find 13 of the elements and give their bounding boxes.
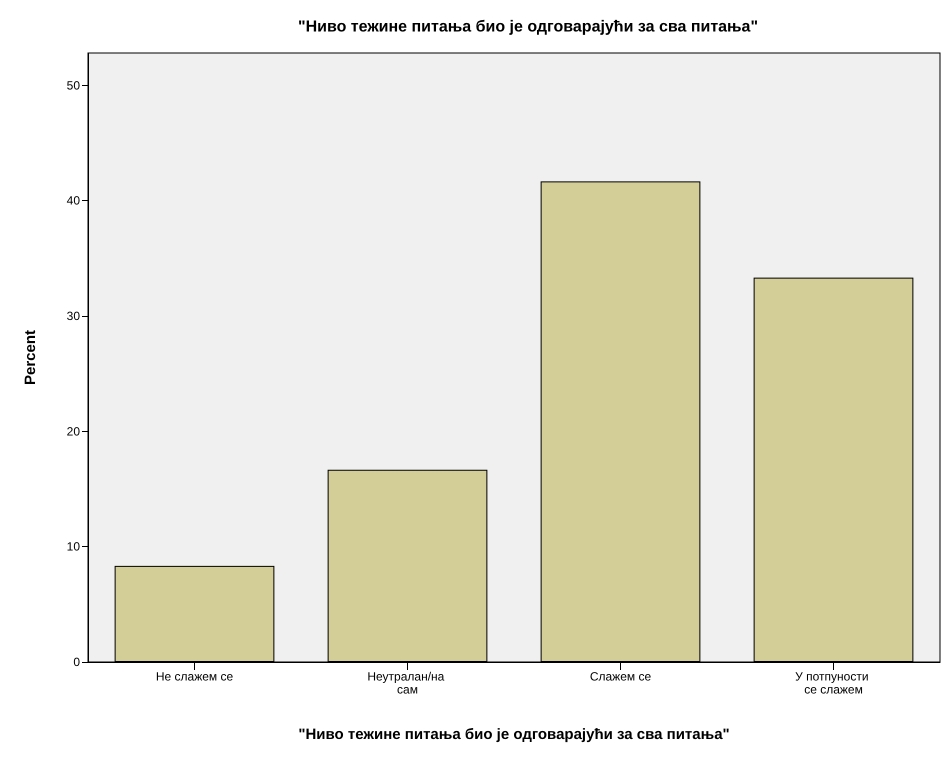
x-tick-label: У потпуности се слажем [795,670,872,696]
x-tick-label: Слажем се [590,670,652,684]
y-tick-label: 10 [66,540,80,554]
y-tick-label: 50 [66,78,80,92]
x-tick-label: Неутралан/на сам [367,670,448,696]
y-tick-label: 0 [73,655,80,669]
x-tick-label: Не слажем се [156,670,234,684]
y-tick-label: 30 [66,308,80,323]
y-axis-title: Percent [22,330,39,386]
y-tick-label: 20 [66,424,80,438]
x-axis-title: "Ниво тежине питања био је одговарајући за сва питања" [298,726,730,743]
chart-title: "Ниво тежине питања био је одговарајући за сва питања" [298,18,758,36]
y-tick-label: 40 [66,194,80,208]
